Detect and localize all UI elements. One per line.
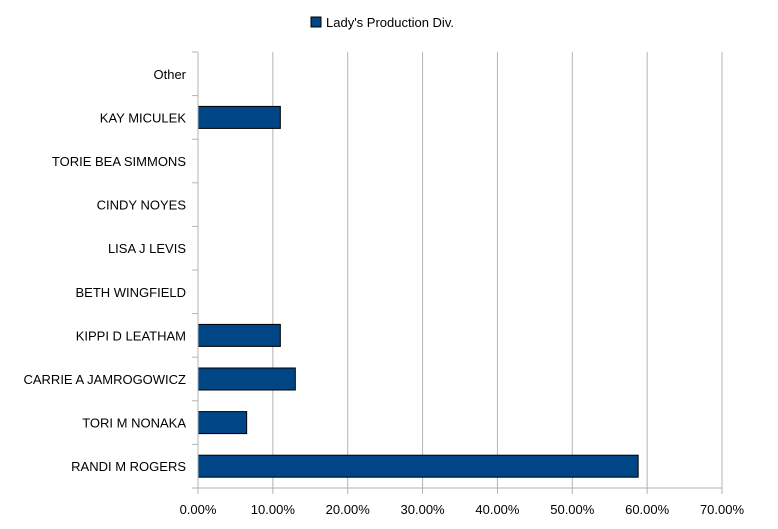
category-label-6: CINDY NOYES xyxy=(97,198,187,213)
x-tick-label-6: 60.00% xyxy=(625,502,670,517)
bar-8 xyxy=(197,105,281,129)
category-label-4: BETH WINGFIELD xyxy=(75,285,186,300)
x-tick-label-3: 30.00% xyxy=(401,502,446,517)
category-label-3: KIPPI D LEATHAM xyxy=(76,328,186,343)
x-tick-label-2: 20.00% xyxy=(326,502,371,517)
legend-label: Lady's Production Div. xyxy=(326,15,454,30)
legend-swatch xyxy=(310,16,322,28)
x-tick-label-7: 70.00% xyxy=(700,502,745,517)
x-tick-label-1: 10.00% xyxy=(251,502,296,517)
category-label-8: KAY MICULEK xyxy=(100,110,187,125)
category-label-0: RANDI M ROGERS xyxy=(71,459,186,474)
category-label-7: TORIE BEA SIMMONS xyxy=(52,154,186,169)
category-label-1: TORI M NONAKA xyxy=(82,416,186,431)
bar-2 xyxy=(197,367,296,391)
category-label-5: LISA J LEVIS xyxy=(108,241,186,256)
bar-1 xyxy=(197,411,248,435)
legend: Lady's Production Div. xyxy=(310,15,454,30)
bar-0 xyxy=(197,454,639,478)
x-tick-label-0: 0.00% xyxy=(180,502,217,517)
x-tick-labels: 0.00% 10.00% 20.00% 30.00% 40.00% 50.00% 60.00… xyxy=(180,502,745,517)
x-tick-label-5: 50.00% xyxy=(550,502,595,517)
bars xyxy=(197,105,639,478)
category-label-2: CARRIE A JAMROGOWICZ xyxy=(23,372,186,387)
category-labels: RANDI M ROGERS TORI M NONAKA CARRIE A JAMR… xyxy=(23,67,186,474)
bar-3 xyxy=(197,323,281,347)
axes xyxy=(192,51,723,494)
category-label-9: Other xyxy=(153,67,186,82)
x-tick-label-4: 40.00% xyxy=(475,502,520,517)
